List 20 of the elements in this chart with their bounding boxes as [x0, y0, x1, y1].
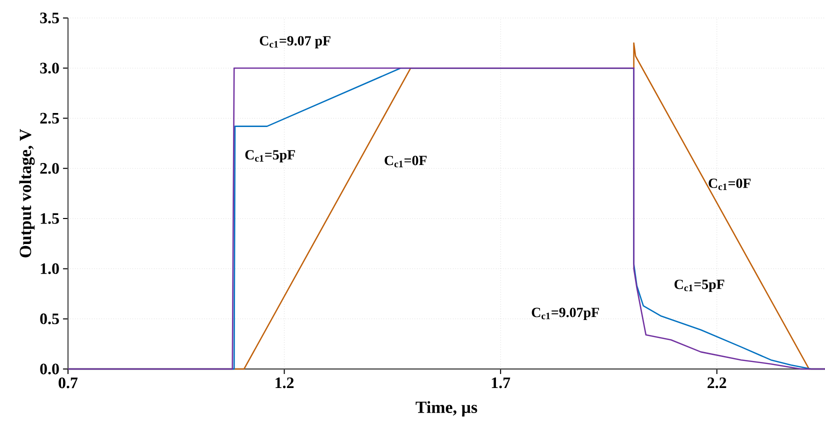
y-tick-label: 0.5 — [40, 313, 59, 324]
y-tick-label: 1.5 — [40, 213, 59, 224]
x-tick-label: 1.2 — [276, 377, 294, 388]
annotation: C$_{c1}$=0F — [708, 178, 751, 190]
y-axis-title: Output voltage, V — [19, 129, 35, 258]
y-tick-label: 0.0 — [40, 364, 59, 374]
annotation: C$_{c1}$=0F — [384, 156, 427, 168]
x-tick-label: 1.7 — [492, 377, 510, 388]
y-tick-label: 3.5 — [40, 12, 59, 24]
annotation: C$_{c1}$=9.07pF — [532, 308, 599, 320]
annotation: C$_{c1}$=5pF — [245, 150, 295, 162]
x-tick-label: 0.7 — [58, 377, 78, 388]
annotation: C$_{c1}$=5pF — [674, 280, 724, 292]
annotation: C$_{c1}$=9.07 pF — [260, 36, 330, 48]
x-tick-label: 2.2 — [708, 377, 726, 388]
y-tick-label: 1.0 — [40, 263, 59, 274]
y-tick-label: 3.0 — [40, 62, 59, 74]
x-axis-title: Time, µs — [416, 401, 478, 416]
y-tick-label: 2.5 — [40, 112, 59, 124]
y-tick-label: 2.0 — [40, 163, 59, 174]
